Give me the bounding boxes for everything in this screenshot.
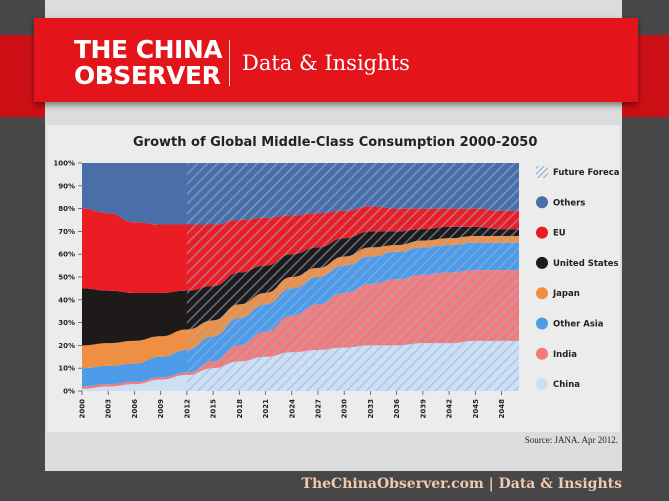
x-tick-label: 2012: [183, 399, 191, 419]
chart-title: Growth of Global Middle-Class Consumptio…: [133, 135, 537, 150]
legend-label: Japan: [552, 289, 580, 299]
legend-swatch-us: [536, 256, 548, 269]
logo-line-2: OBSERVER: [74, 61, 221, 90]
title-banner: THE CHINA OBSERVER Data & Insights: [34, 18, 638, 102]
chart-panel: Growth of Global Middle-Class Consumptio…: [47, 125, 620, 432]
legend-label: Others: [553, 198, 585, 208]
stacked-area-chart: Growth of Global Middle-Class Consumptio…: [53, 135, 620, 419]
legend-swatch-china: [536, 378, 548, 391]
legend-label: EU: [553, 229, 566, 239]
x-tick-label: 2009: [157, 399, 165, 419]
x-tick-label: 2021: [262, 399, 270, 419]
legend-swatch-other-asia: [536, 317, 548, 330]
x-tick-label: 2018: [236, 399, 244, 419]
x-tick-label: 2024: [288, 399, 296, 419]
y-tick-label: 60%: [58, 251, 75, 259]
legend-label: China: [553, 380, 580, 390]
legend-label: Other Asia: [553, 320, 604, 330]
y-axis: 0% 10% 20% 30% 40% 50% 60% 70% 80% 90% 100%: [53, 160, 82, 396]
x-tick-label: 2036: [393, 399, 401, 419]
legend-swatch-others: [536, 196, 548, 209]
x-tick-label: 2033: [367, 399, 375, 419]
legend-label: India: [553, 350, 577, 360]
logo-divider: [229, 40, 230, 86]
legend-swatch-eu: [536, 226, 548, 239]
legend-label: Future Forecast: [553, 168, 620, 178]
brand-logo: THE CHINA OBSERVER: [74, 35, 223, 90]
y-tick-label: 80%: [58, 205, 75, 213]
legend: Future Forecast Others EU United States Japa…: [536, 166, 620, 391]
x-tick-label: 2030: [341, 399, 349, 419]
banner-subtitle: Data & Insights: [242, 51, 410, 75]
y-tick-label: 100%: [53, 160, 75, 168]
y-tick-label: 10%: [58, 365, 75, 373]
plot-area: [82, 163, 519, 391]
y-tick-label: 0%: [63, 388, 75, 396]
x-tick-label: 2045: [472, 399, 480, 419]
x-tick-label: 2003: [105, 399, 113, 419]
x-tick-label: 2000: [79, 399, 87, 419]
y-tick-label: 40%: [58, 296, 75, 304]
y-tick-label: 70%: [58, 228, 75, 236]
source-note: Source: JANA. Apr 2012.: [524, 435, 618, 445]
x-tick-label: 2015: [210, 399, 218, 419]
x-tick-label: 2048: [498, 399, 506, 419]
x-tick-label: 2027: [314, 399, 322, 419]
legend-swatch-japan: [536, 287, 548, 300]
legend-label: United States: [553, 259, 619, 269]
x-tick-label: 2039: [419, 399, 427, 419]
y-tick-label: 50%: [58, 274, 75, 282]
forecast-overlay: [186, 163, 519, 391]
x-axis: 2000 2003 2006 2009 2012 2015 2018 2021 2024 2027…: [79, 391, 506, 419]
footer-credit: TheChinaObserver.com | Data & Insights: [301, 476, 622, 492]
y-tick-label: 30%: [58, 319, 75, 327]
legend-swatch-india: [536, 347, 548, 360]
legend-swatch-forecast: [536, 166, 548, 178]
x-tick-label: 2042: [446, 399, 454, 419]
x-tick-label: 2006: [131, 399, 139, 419]
logo-line-1: THE CHINA: [74, 35, 223, 64]
y-tick-label: 90%: [58, 182, 75, 190]
y-tick-label: 20%: [58, 342, 75, 350]
